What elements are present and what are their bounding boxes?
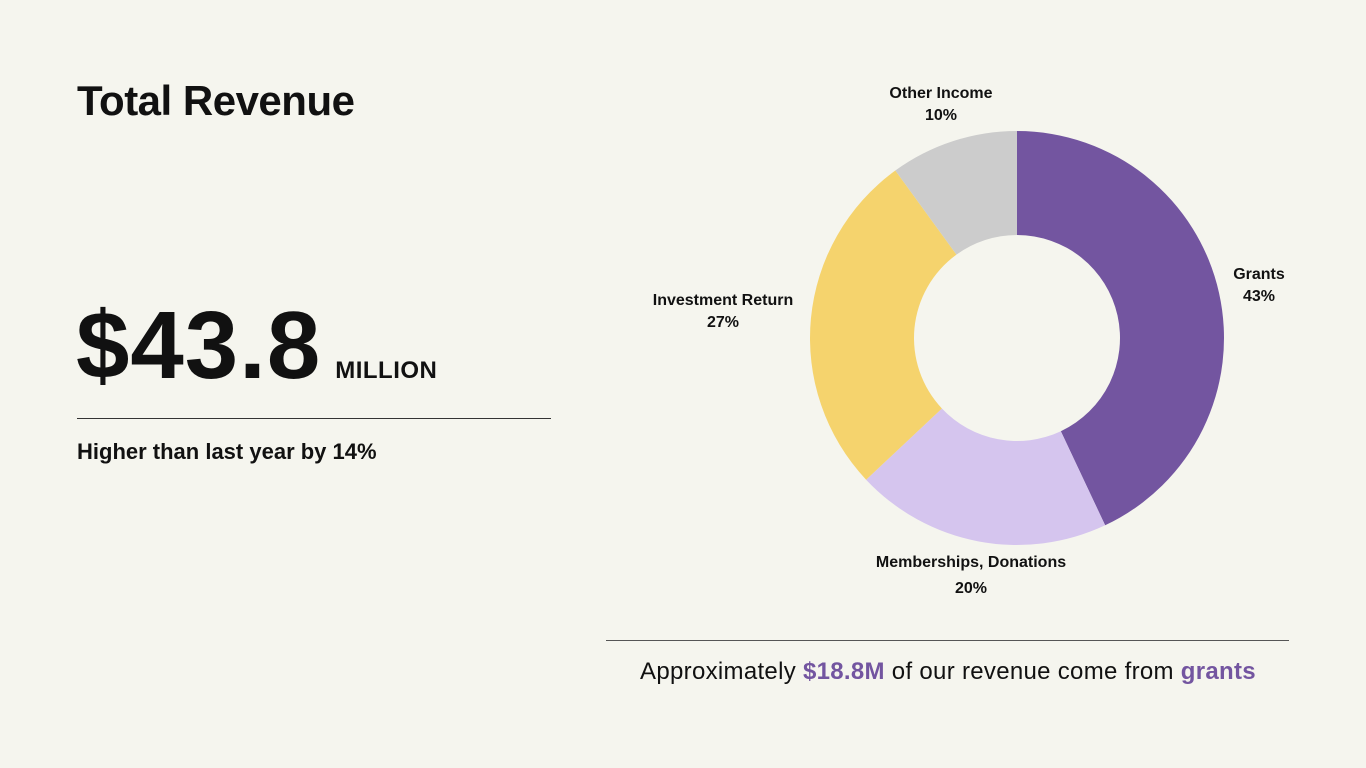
- donut-slice-grants: [1017, 131, 1224, 526]
- slice-label-investment-return: Investment Return: [653, 292, 793, 309]
- donut-slice-other-income: [895, 131, 1017, 255]
- donut-slice-investment-return: [810, 170, 957, 480]
- grants-footnote: Approximately $18.8M of our revenue come…: [615, 658, 1281, 686]
- slice-label-other-income: Other Income: [889, 85, 992, 102]
- donut-svg: Grants 43% Memberships, Donations 20% Invest…: [653, 85, 1285, 597]
- slice-value-memberships-donations: 20%: [955, 580, 987, 597]
- total-revenue-figure: $43.8 MILLION: [76, 298, 437, 394]
- slice-value-other-income: 10%: [925, 107, 957, 124]
- slice-value-grants: 43%: [1243, 288, 1275, 305]
- footnote-amount: $18.8M: [802, 658, 885, 685]
- slice-label-grants: Grants: [1233, 266, 1285, 283]
- footnote-prefix: Approximately: [640, 658, 803, 685]
- revenue-donut-chart: Grants 43% Memberships, Donations 20% Invest…: [600, 70, 1340, 635]
- slice-value-investment-return: 27%: [707, 314, 739, 331]
- donut-slice-memberships-donations: [866, 408, 1106, 545]
- footnote-highlight: grants: [1180, 658, 1256, 685]
- total-revenue-unit: MILLION: [335, 357, 438, 384]
- right-divider: [606, 640, 1289, 641]
- left-divider: [77, 418, 551, 419]
- total-revenue-amount: $43.8: [76, 292, 322, 399]
- year-comparison-text: Higher than last year by 14%: [77, 439, 377, 464]
- page-title: Total Revenue: [77, 77, 355, 124]
- slice-label-memberships-donations: Memberships, Donations: [876, 554, 1066, 571]
- footnote-middle: of our revenue come from: [884, 658, 1181, 685]
